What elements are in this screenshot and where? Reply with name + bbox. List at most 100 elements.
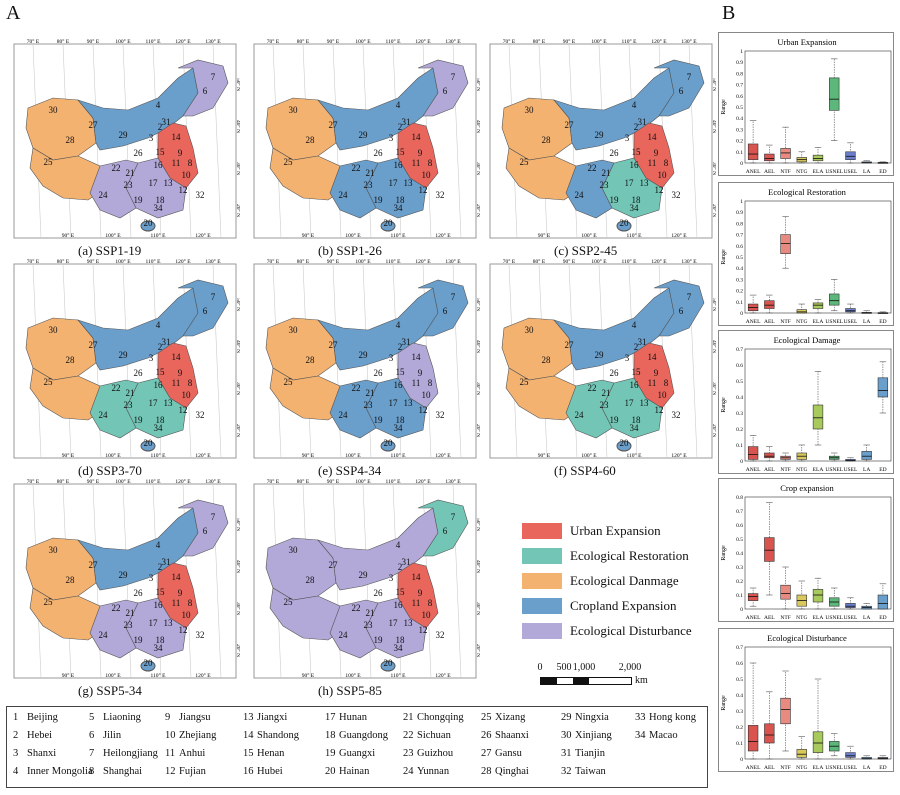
y-tick-label: 0.3 — [736, 411, 743, 417]
province-key-entry: 16 Hubei — [243, 766, 283, 777]
province-key-number: 15 — [243, 748, 254, 759]
lon-label-bottom: 110° E — [627, 232, 643, 239]
region-west — [25, 97, 97, 161]
legend-swatch — [522, 623, 562, 639]
lat-label: 50° N — [475, 78, 480, 91]
province-number: 26 — [610, 368, 620, 378]
box-iqr — [764, 452, 775, 459]
lon-label: 70° E — [27, 478, 40, 485]
province-key-entry: 32 Taiwan — [561, 766, 606, 777]
y-tick-label: 0.9 — [736, 60, 743, 66]
province-number: 34 — [630, 203, 640, 213]
province-number: 12 — [655, 185, 664, 195]
lon-label-bottom: 110° E — [151, 452, 167, 459]
lat-label: 20° N — [235, 424, 240, 437]
province-number: 28 — [306, 355, 316, 365]
province-number: 29 — [595, 130, 605, 140]
province-key-name: Xinjiang — [575, 730, 612, 741]
province-number: 9 — [418, 148, 423, 158]
y-tick-label: 0.8 — [736, 495, 743, 501]
province-number: 13 — [164, 178, 174, 188]
province-number: 32 — [436, 630, 445, 640]
province-number: 32 — [196, 630, 205, 640]
province-number: 7 — [687, 72, 692, 82]
province-number: 28 — [66, 135, 76, 145]
province-key-name: Shaanxi — [495, 730, 529, 741]
province-number: 14 — [648, 352, 658, 362]
lon-label-bottom: 110° E — [391, 672, 407, 679]
lon-label: 120° E — [175, 258, 191, 265]
boxplot-title: Urban Expansion — [777, 37, 837, 47]
province-number: 32 — [672, 190, 681, 200]
province-number: 31 — [162, 337, 171, 347]
lon-label: 100° E — [355, 38, 371, 45]
province-number: 12 — [179, 405, 188, 415]
province-number: 30 — [525, 105, 535, 115]
province-number: 8 — [664, 158, 669, 168]
boxplot-panel: Ecological Restoration Range 0 0.1 0.2 0.3 0.4… — [718, 182, 894, 326]
province-number: 30 — [289, 325, 299, 335]
province-number: 8 — [188, 598, 193, 608]
y-tick-label: 0.4 — [736, 551, 743, 557]
lon-label-bottom: 120° E — [435, 452, 451, 459]
lon-label-bottom: 100° E — [345, 452, 361, 459]
lon-label: 90° E — [563, 38, 576, 45]
province-key-number: 6 — [89, 730, 95, 741]
province-number: 15 — [632, 147, 642, 157]
province-key-entry: 8 Shanghai — [89, 766, 142, 777]
province-number: 25 — [44, 377, 54, 387]
province-number: 4 — [156, 100, 161, 110]
province-number: 18 — [632, 195, 642, 205]
boxplot-svg: Ecological Damage Range 0 0.1 0.2 0.3 0.4 0.5 0.… — [721, 335, 892, 473]
province-number: 17 — [389, 398, 399, 408]
lon-label-bottom: 120° E — [195, 232, 211, 239]
lon-label: 120° E — [175, 38, 191, 45]
lon-label: 90° E — [87, 258, 100, 265]
box-iqr — [877, 377, 889, 398]
province-number: 21 — [126, 388, 135, 398]
region-hainan — [140, 440, 156, 452]
province-key-entry: 10 Zhejiang — [165, 730, 216, 741]
province-key-number: 23 — [403, 748, 414, 759]
province-key-entry: 17 Hunan — [325, 712, 367, 723]
panel-label-a: A — [6, 2, 21, 24]
map-panel: 30 28 25 27 4 7 6 29 3 2 31 14 26 15 9 8 22 16 11 10 21 17 13 2… — [8, 478, 240, 700]
province-number: 11 — [172, 378, 181, 388]
province-number: 25 — [520, 377, 530, 387]
province-key-number: 14 — [243, 730, 254, 741]
province-key-entry: 15 Henan — [243, 748, 284, 759]
region-sw — [329, 159, 379, 219]
x-tick-label: ED — [879, 467, 886, 473]
x-tick-label: ED — [879, 169, 886, 175]
province-number: 16 — [394, 380, 404, 390]
province-number: 22 — [588, 163, 597, 173]
lat-label: 20° N — [475, 644, 480, 657]
x-tick-label: AEL — [764, 467, 775, 473]
region-sw — [565, 159, 615, 219]
province-number: 14 — [172, 352, 182, 362]
province-number: 2 — [398, 122, 403, 132]
x-tick-label: NTG — [796, 319, 807, 325]
legend-swatch — [522, 573, 562, 589]
lon-label: 110° E — [146, 38, 162, 45]
province-number: 29 — [359, 350, 369, 360]
y-tick-label: 0 — [740, 311, 743, 317]
province-number: 20 — [384, 658, 394, 668]
province-number: 31 — [638, 337, 647, 347]
province-number: 13 — [404, 178, 414, 188]
lat-label: 30° N — [711, 162, 716, 175]
province-key-number: 25 — [481, 712, 492, 723]
province-number: 29 — [359, 570, 369, 580]
province-number: 29 — [119, 350, 129, 360]
box-iqr — [877, 594, 889, 610]
province-number: 26 — [374, 588, 384, 598]
province-number: 19 — [134, 195, 144, 205]
x-tick-label: AEL — [764, 765, 775, 771]
box-iqr — [845, 752, 856, 758]
y-tick-label: 0.1 — [736, 150, 743, 156]
region-hainan — [380, 440, 396, 452]
lon-label: 90° E — [87, 38, 100, 45]
province-number: 34 — [154, 643, 164, 653]
province-key-number: 13 — [243, 712, 254, 723]
province-number: 29 — [119, 570, 129, 580]
